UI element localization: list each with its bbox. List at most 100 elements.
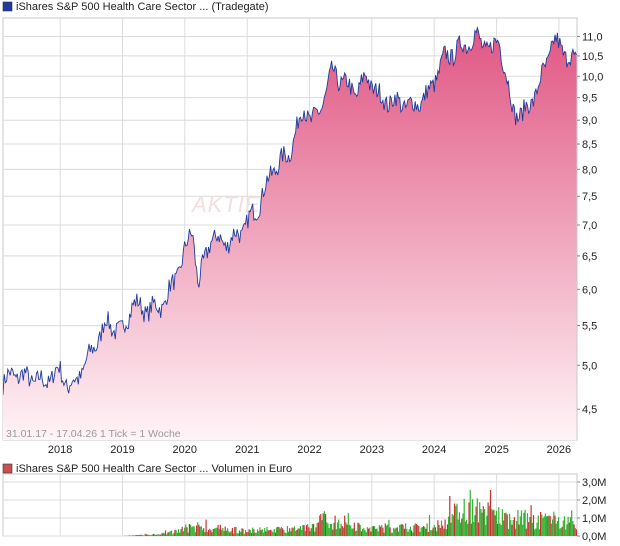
volume-bar bbox=[340, 523, 342, 536]
volume-bar bbox=[424, 527, 426, 536]
volume-bar bbox=[419, 531, 421, 536]
volume-bar bbox=[243, 533, 245, 536]
volume-bar bbox=[362, 529, 364, 536]
x-tick-label: 2018 bbox=[48, 444, 72, 456]
x-tick-label: 2019 bbox=[110, 444, 134, 456]
volume-bar bbox=[480, 509, 482, 536]
volume-bar bbox=[169, 531, 171, 536]
volume-bar bbox=[310, 528, 312, 536]
volume-bar bbox=[391, 532, 394, 536]
volume-bar bbox=[485, 524, 487, 536]
volume-bar bbox=[381, 524, 383, 536]
volume-bar bbox=[360, 531, 362, 536]
volume-bar bbox=[284, 532, 286, 536]
volume-bar bbox=[500, 525, 502, 536]
volume-y-tick-label: 3,0M bbox=[582, 477, 606, 489]
volume-bar bbox=[401, 524, 403, 536]
volume-bar bbox=[460, 522, 462, 536]
volume-bar bbox=[526, 513, 529, 536]
y-tick-label: 6,0 bbox=[582, 284, 597, 296]
volume-bar bbox=[350, 525, 352, 536]
volume-bar bbox=[178, 529, 180, 536]
volume-bar bbox=[370, 531, 372, 536]
volume-bar bbox=[338, 519, 340, 536]
volume-bar bbox=[407, 531, 409, 536]
volume-bar bbox=[440, 520, 443, 536]
volume-bar bbox=[506, 514, 508, 536]
volume-bar bbox=[131, 535, 133, 536]
volume-bar bbox=[384, 523, 386, 536]
volume-bar bbox=[286, 526, 288, 536]
volume-bar bbox=[329, 523, 331, 536]
y-tick-label: 7,0 bbox=[582, 220, 597, 232]
volume-bar bbox=[546, 516, 548, 536]
y-tick-label: 5,5 bbox=[582, 321, 597, 333]
x-tick-label: 2022 bbox=[297, 444, 321, 456]
volume-bar bbox=[320, 513, 322, 536]
volume-bar bbox=[231, 527, 233, 536]
volume-bar bbox=[276, 527, 278, 536]
volume-bar bbox=[425, 528, 427, 536]
volume-bar bbox=[127, 535, 130, 536]
volume-bar bbox=[442, 525, 444, 536]
y-tick-label: 4,5 bbox=[582, 404, 597, 416]
price-footer: 31.01.17 - 17.04.26 1 Tick = 1 Woche bbox=[6, 428, 181, 440]
volume-bar bbox=[444, 519, 446, 536]
volume-bar bbox=[534, 529, 536, 536]
volume-bar bbox=[432, 527, 434, 536]
volume-bar bbox=[548, 515, 550, 536]
volume-bar bbox=[372, 526, 374, 536]
volume-bar bbox=[451, 513, 453, 536]
volume-bar bbox=[188, 523, 190, 536]
volume-bar bbox=[399, 524, 401, 536]
volume-bar bbox=[241, 528, 243, 536]
volume-bar bbox=[348, 524, 351, 536]
volume-bar bbox=[448, 516, 450, 536]
volume-bar bbox=[450, 522, 452, 536]
volume-bar bbox=[461, 518, 463, 536]
volume-bar bbox=[558, 517, 560, 536]
volume-bar bbox=[414, 523, 416, 536]
volume-bar bbox=[455, 506, 457, 536]
volume-bar bbox=[228, 531, 230, 536]
volume-bar bbox=[542, 518, 544, 536]
volume-bar bbox=[377, 531, 379, 536]
volume-bar bbox=[289, 528, 291, 536]
volume-bar bbox=[244, 530, 247, 536]
volume-bar bbox=[272, 532, 274, 536]
volume-bar bbox=[516, 520, 518, 536]
volume-bar bbox=[511, 524, 513, 536]
volume-bar bbox=[222, 528, 224, 536]
volume-bar bbox=[125, 535, 127, 536]
volume-bar bbox=[463, 498, 465, 536]
volume-bar bbox=[499, 523, 501, 536]
y-tick-label: 8,0 bbox=[582, 164, 597, 176]
volume-bar bbox=[436, 531, 438, 536]
volume-bar bbox=[497, 523, 499, 536]
volume-bar bbox=[201, 530, 204, 536]
volume-bar bbox=[315, 527, 317, 536]
volume-bar bbox=[364, 530, 366, 536]
volume-bar bbox=[280, 527, 282, 536]
volume-bar bbox=[156, 534, 158, 536]
volume-bar bbox=[135, 535, 137, 536]
volume-bar bbox=[547, 516, 549, 536]
y-tick-label: 5,0 bbox=[582, 360, 597, 372]
volume-bar bbox=[543, 516, 545, 536]
volume-bar bbox=[470, 523, 472, 536]
volume-bar bbox=[427, 532, 429, 536]
volume-bar bbox=[235, 526, 237, 536]
volume-bar bbox=[351, 528, 353, 536]
volume-bar bbox=[418, 526, 420, 536]
volume-bar bbox=[358, 523, 360, 536]
volume-bar bbox=[417, 524, 419, 536]
volume-bar bbox=[211, 532, 213, 536]
volume-bar bbox=[304, 531, 306, 536]
volume-bar bbox=[239, 530, 241, 536]
volume-bar bbox=[536, 522, 538, 536]
volume-y-tick-label: 1,0M bbox=[582, 513, 606, 525]
volume-bar bbox=[476, 498, 478, 536]
volume-bar bbox=[394, 528, 396, 536]
volume-bar bbox=[522, 524, 524, 536]
